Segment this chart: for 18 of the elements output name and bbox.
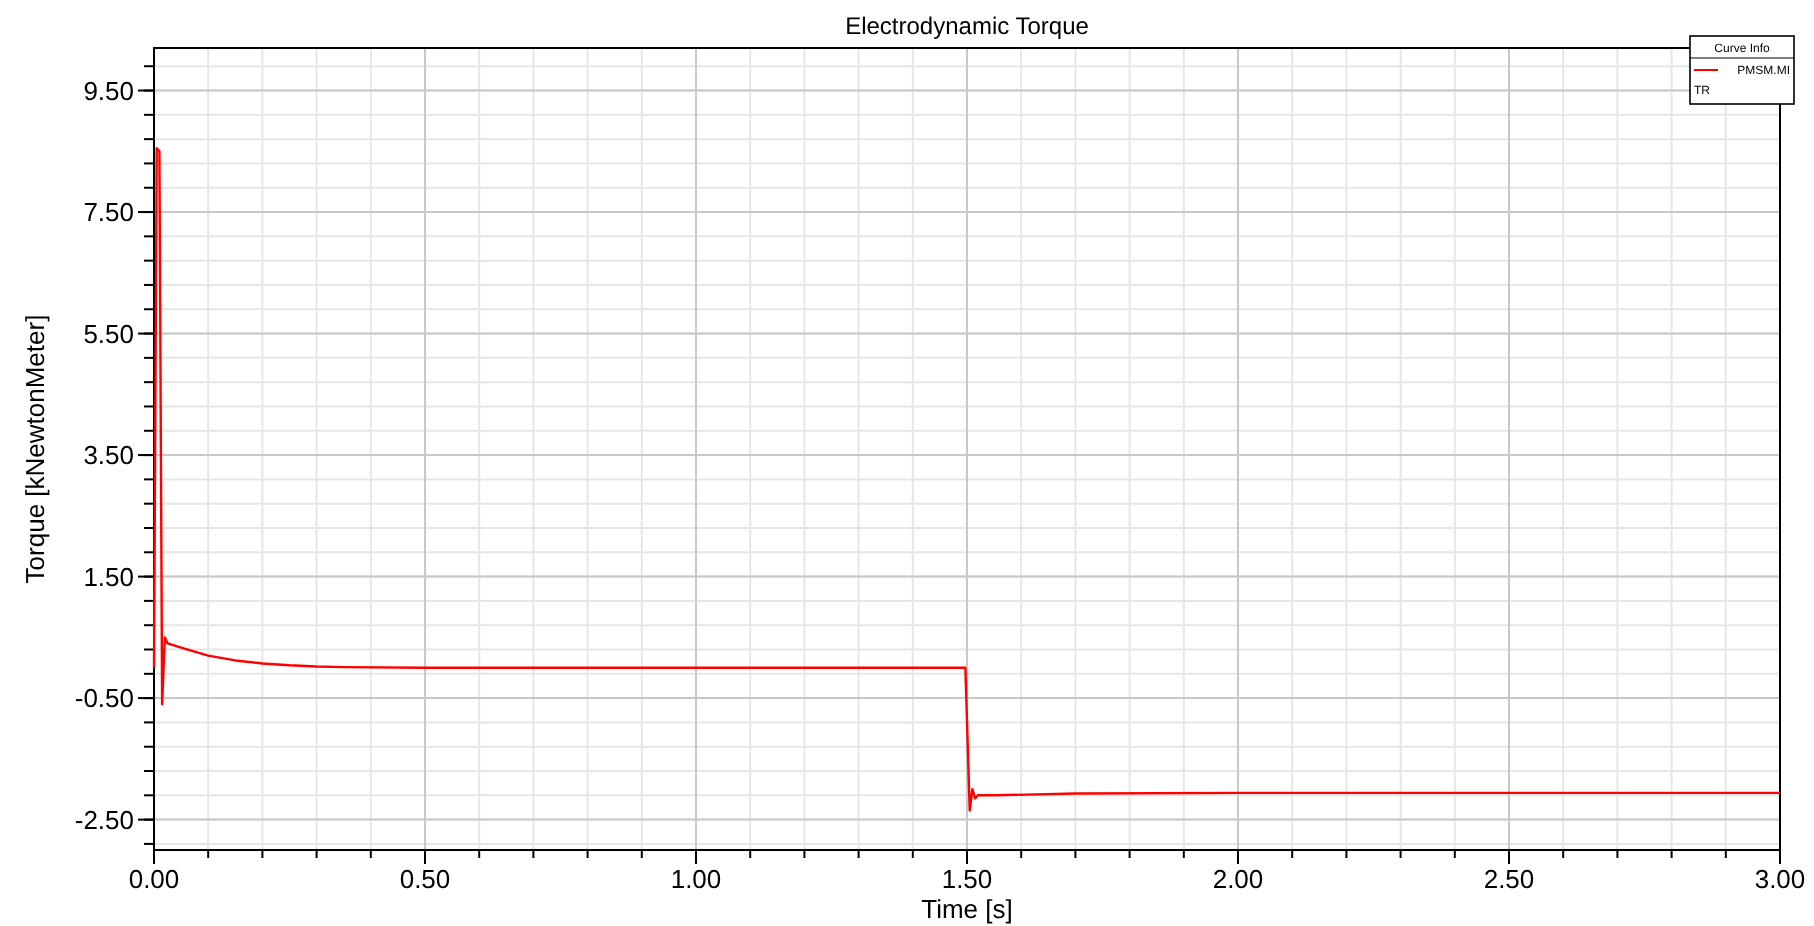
y-tick-label: 7.50 [83, 197, 134, 228]
y-axis-title: Torque [kNewtonMeter] [20, 314, 50, 584]
x-tick-label: 2.50 [1483, 864, 1535, 894]
y-tick-label: 5.50 [83, 318, 134, 349]
y-tick-label: -0.50 [74, 683, 134, 714]
x-tick-label: 2.00 [1212, 864, 1264, 894]
line-series [152, 147, 1782, 812]
chart-title: Electrodynamic Torque [845, 12, 1090, 40]
x-axis-title: Time [s] [921, 894, 1013, 924]
x-tick-label: 3.00 [1754, 864, 1806, 894]
y-tick-label: -2.50 [74, 804, 134, 835]
x-tick-label: 1.00 [670, 864, 722, 894]
x-tick-label: 1.50 [941, 864, 993, 894]
x-tick-label: 0.00 [128, 864, 180, 894]
x-tick-label: 0.50 [399, 864, 451, 894]
y-tick-label: 3.50 [83, 440, 134, 471]
y-tick-label: 9.50 [83, 75, 134, 106]
y-tick-label: 1.50 [83, 561, 134, 592]
